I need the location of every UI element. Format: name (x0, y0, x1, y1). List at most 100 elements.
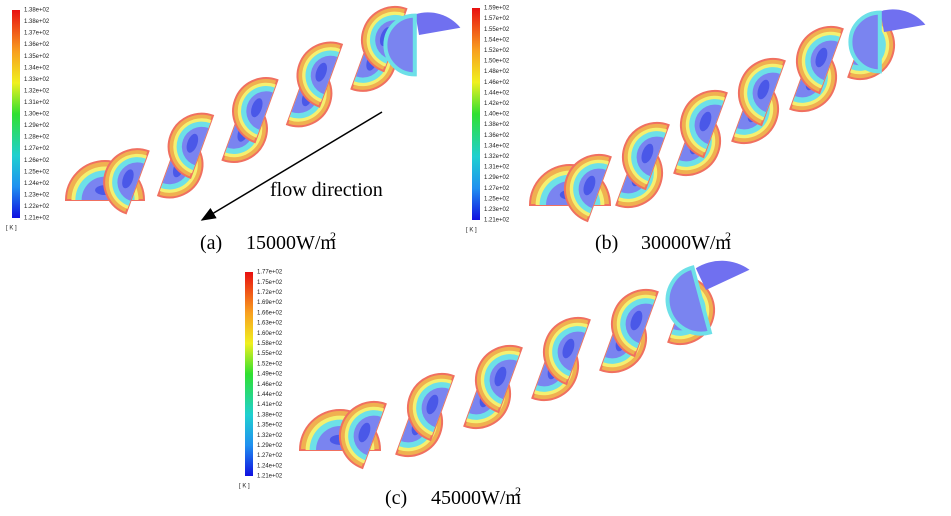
colorbar-label: 1.21e+02 (484, 218, 510, 224)
colorbar-label: 1.31e+02 (484, 165, 510, 171)
colorbar-label: 1.29e+02 (24, 123, 50, 129)
inlet-region (415, 12, 461, 35)
colorbar-label: 1.48e+02 (484, 69, 510, 75)
colorbar-label: 1.27e+02 (484, 186, 510, 192)
colorbar-label: 1.31e+02 (24, 100, 50, 106)
colorbar-unit: [ K ] (239, 484, 250, 490)
caption-sup: 2 (330, 229, 336, 243)
colorbar-label: 1.35e+02 (24, 54, 50, 60)
contour-core (315, 62, 328, 82)
colorbar-label: 1.52e+02 (257, 361, 283, 367)
contour-plot (528, 9, 926, 223)
inlet-edge (665, 265, 713, 336)
colorbar (472, 8, 480, 220)
contour-core (122, 169, 134, 189)
colorbar-label: 1.58e+02 (257, 341, 283, 347)
colorbar-label: 1.75e+02 (257, 280, 283, 286)
colorbar-label: 1.60e+02 (257, 331, 283, 337)
contour-plot (298, 260, 750, 470)
colorbar-label: 1.69e+02 (257, 300, 283, 306)
contour-core (186, 133, 199, 153)
inlet-region (695, 260, 750, 290)
colorbar-label: 1.37e+02 (24, 31, 50, 37)
colorbar-label: 1.38e+02 (484, 122, 510, 128)
colorbar-label: 1.40e+02 (484, 112, 510, 118)
colorbar-label: 1.27e+02 (24, 146, 50, 152)
inlet-edge (848, 10, 882, 74)
colorbar-label: 1.27e+02 (257, 453, 283, 459)
colorbar-label: 1.21e+02 (24, 216, 50, 222)
colorbar-unit: [ K ] (6, 226, 17, 232)
colorbar-label: 1.38e+02 (24, 19, 50, 25)
contour-core (562, 338, 575, 359)
colorbar-label: 1.63e+02 (257, 321, 283, 327)
colorbar (12, 10, 20, 218)
colorbar-label: 1.32e+02 (257, 433, 283, 439)
colorbar-label: 1.34e+02 (24, 65, 50, 71)
annotation: flow direction (270, 179, 383, 201)
contour-core (630, 310, 643, 331)
colorbar-label: 1.55e+02 (257, 351, 283, 357)
colorbar-label: 1.26e+02 (24, 158, 50, 164)
colorbar-label: 1.54e+02 (484, 37, 510, 43)
colorbar-label: 1.46e+02 (484, 80, 510, 86)
colorbar-label: 1.35e+02 (257, 423, 283, 429)
colorbar-label: 1.25e+02 (484, 196, 510, 202)
contour-core (583, 175, 596, 196)
contour-core (641, 143, 654, 164)
colorbar-label: 1.22e+02 (24, 204, 50, 210)
colorbar-label: 1.24e+02 (257, 463, 283, 469)
colorbar-label: 1.32e+02 (484, 154, 510, 160)
colorbar-label: 1.41e+02 (257, 402, 283, 408)
contour-core (426, 394, 439, 415)
contour-core (358, 422, 371, 443)
colorbar-label: 1.50e+02 (484, 59, 510, 65)
colorbar-label: 1.44e+02 (484, 90, 510, 96)
colorbar-label: 1.59e+02 (484, 6, 510, 12)
colorbar-label: 1.23e+02 (24, 192, 50, 198)
colorbar-label: 1.52e+02 (484, 48, 510, 54)
caption-label: (c) (385, 487, 407, 509)
caption-text: 15000W/m (246, 232, 336, 254)
colorbar-label: 1.28e+02 (24, 135, 50, 141)
colorbar-label: 1.38e+02 (257, 412, 283, 418)
colorbar-label: 1.21e+02 (257, 474, 283, 480)
colorbar-label: 1.29e+02 (257, 443, 283, 449)
colorbar-label: 1.77e+02 (257, 270, 283, 276)
contour-core (251, 98, 263, 118)
colorbar-label: 1.42e+02 (484, 101, 510, 107)
contour-core (699, 111, 712, 132)
caption-text: 45000W/m (431, 487, 521, 509)
colorbar-label: 1.34e+02 (484, 143, 510, 149)
caption-sup: 2 (725, 229, 731, 243)
colorbar-label: 1.46e+02 (257, 382, 283, 388)
caption-label: (b) (595, 232, 618, 254)
colorbar-label: 1.57e+02 (484, 16, 510, 22)
colorbar-label: 1.66e+02 (257, 310, 283, 316)
colorbar-label: 1.33e+02 (24, 77, 50, 83)
colorbar-label: 1.49e+02 (257, 372, 283, 378)
flow-arrow (200, 111, 383, 221)
inlet-edge (383, 13, 417, 77)
colorbar-label: 1.36e+02 (24, 42, 50, 48)
inlet-region (880, 9, 926, 32)
colorbar-unit: [ K ] (466, 228, 477, 234)
colorbar-label: 1.30e+02 (24, 112, 50, 118)
colorbar-label: 1.24e+02 (24, 181, 50, 187)
colorbar-label: 1.29e+02 (484, 175, 510, 181)
caption-sup: 2 (515, 484, 521, 498)
colorbar-label: 1.44e+02 (257, 392, 283, 398)
colorbar (245, 272, 253, 476)
contour-core (757, 79, 770, 100)
caption-label: (a) (200, 232, 222, 254)
colorbar-label: 1.55e+02 (484, 27, 510, 33)
colorbar-label: 1.23e+02 (484, 207, 510, 213)
contour-core (494, 366, 507, 387)
colorbar-label: 1.36e+02 (484, 133, 510, 139)
colorbar-label: 1.32e+02 (24, 88, 50, 94)
colorbar-label: 1.38e+02 (24, 8, 50, 14)
contour-plot (64, 6, 461, 215)
caption-text: 30000W/m (641, 232, 731, 254)
